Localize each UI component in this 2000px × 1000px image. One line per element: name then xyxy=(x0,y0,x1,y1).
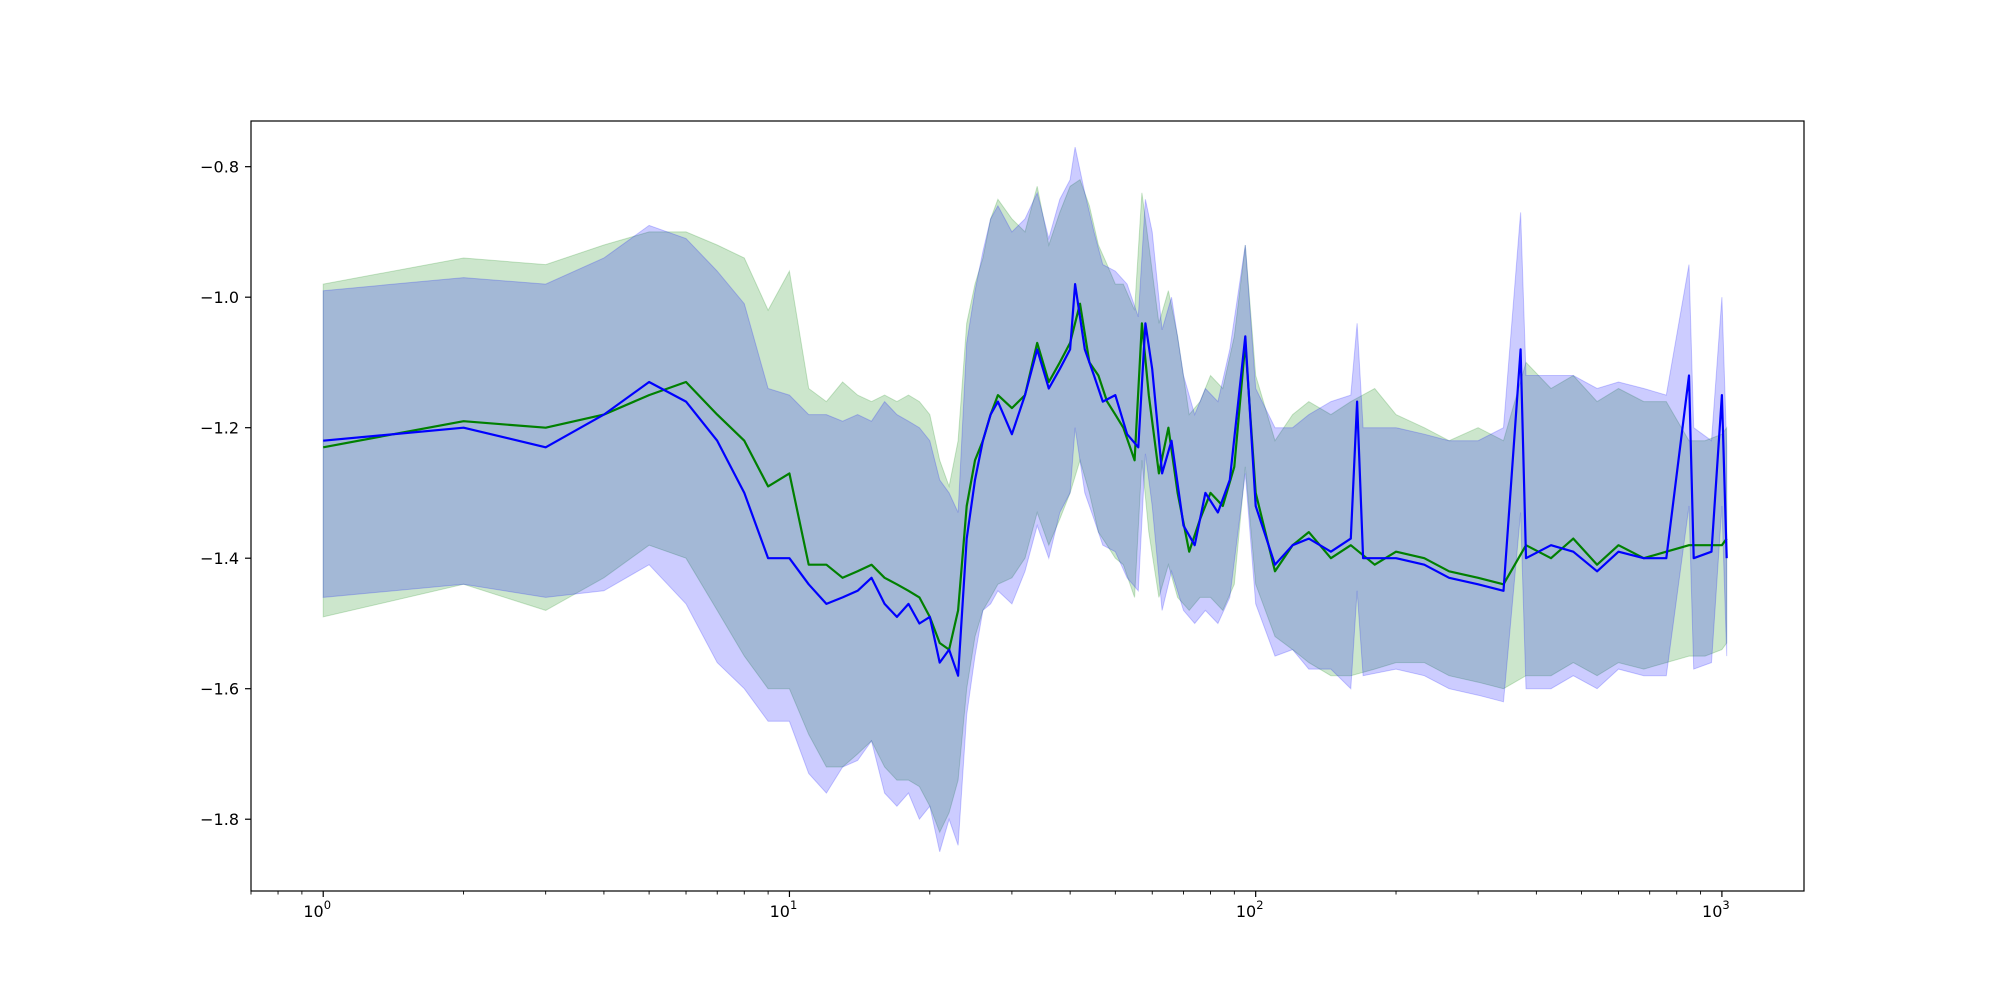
x-tick-label: 100 xyxy=(303,898,331,921)
plot-area xyxy=(322,146,1728,852)
x-tick-label-exponent: 0 xyxy=(324,898,331,912)
axes-frame xyxy=(250,120,1805,892)
x-tick-label-exponent: 2 xyxy=(1256,898,1263,912)
y-tick-label: −0.8 xyxy=(200,158,239,177)
x-tick-label-exponent: 3 xyxy=(1722,898,1729,912)
series-1-band xyxy=(322,178,1728,834)
x-tick-label-base: 10 xyxy=(770,902,790,921)
series-1-line xyxy=(322,302,1728,651)
x-tick-label-base: 10 xyxy=(1702,902,1722,921)
x-tick-label: 101 xyxy=(770,898,798,921)
y-tick-label: −1.2 xyxy=(200,419,239,438)
series-group xyxy=(322,146,1728,852)
x-tick-label: 103 xyxy=(1702,898,1730,921)
y-tick-label: −1.6 xyxy=(200,680,239,699)
x-tick-label-base: 10 xyxy=(1236,902,1256,921)
x-tick-label-base: 10 xyxy=(303,902,323,921)
series-2-line xyxy=(323,283,1728,677)
series-2-band xyxy=(322,146,1728,852)
x-tick-label-exponent: 1 xyxy=(790,898,797,912)
y-tick-label: −1.8 xyxy=(200,810,239,829)
y-tick-label: −1.4 xyxy=(200,549,239,568)
x-tick-label: 102 xyxy=(1236,898,1264,921)
y-tick-label: −1.0 xyxy=(200,288,239,307)
